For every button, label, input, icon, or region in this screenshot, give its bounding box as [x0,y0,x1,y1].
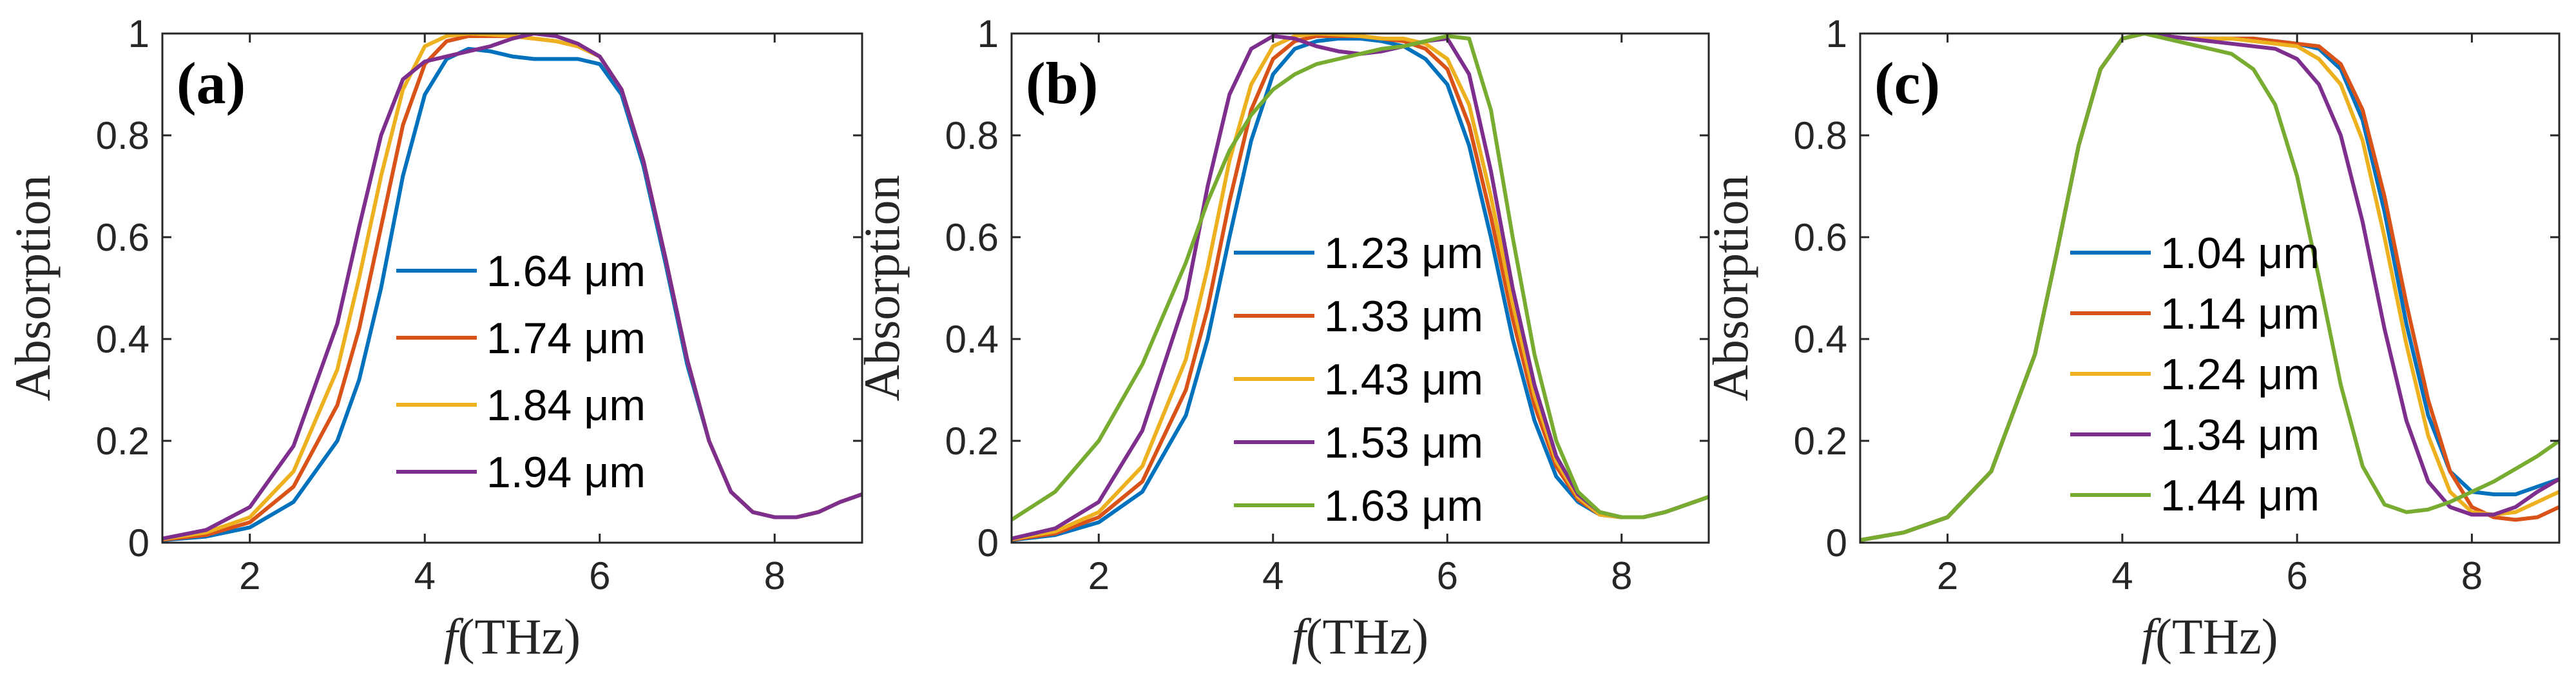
x-tick-label: 8 [1611,554,1632,597]
axis-box [1859,32,2561,544]
series-group [162,34,862,542]
legend-entry-3: 1.34 μm [2160,411,2320,460]
x-tick-label: 8 [764,554,785,597]
legend-entry-3: 1.94 μm [486,448,646,497]
x-axis-label: f(THz) [2141,608,2278,664]
y-tick-label: 0.4 [96,318,149,361]
panel-label: (b) [1026,50,1098,116]
y-tick-label: 1 [977,12,999,55]
y-tick-label: 0.6 [96,216,149,259]
legend-entry-2: 1.43 μm [1324,355,1483,404]
y-axis-label: Absorption [854,175,910,402]
legend-entry-0: 1.04 μm [2160,229,2320,278]
y-tick-label: 0 [1826,521,1847,565]
legend-entry-1: 1.14 μm [2160,289,2320,338]
y-tick-label: 0.8 [945,114,999,157]
legend-entry-2: 1.84 μm [486,381,646,430]
x-axis-label: f(THz) [444,608,581,664]
panel-b: 2 4 6 8 0 0.2 0.4 0.6 0.8 1 Absorption f(THz) (b) 1.2… [854,12,1710,664]
x-tick-label: 6 [1437,554,1458,597]
y-tick-label: 0.2 [96,420,149,463]
x-axis-label-unit: (THz) [1306,608,1429,664]
legend-entry-0: 1.64 μm [486,247,646,296]
legend-entry-0: 1.23 μm [1324,229,1483,278]
series-line-3 [1860,34,2559,542]
y-tick-label: 0.8 [1794,114,1847,157]
x-tick-label: 6 [2286,554,2307,597]
y-axis-label: Absorption [1702,175,1758,402]
y-tick-label: 0.6 [945,216,999,259]
axis-box [1010,32,1710,544]
y-tick-label: 0.4 [1794,318,1847,361]
x-tick-label: 2 [239,554,260,597]
series-line-4 [1860,34,2559,542]
y-tick-label: 0.2 [945,420,999,463]
legend-entry-1: 1.33 μm [1324,292,1483,341]
y-tick-label: 0 [128,521,149,565]
x-axis-label-unit: (THz) [2155,608,2278,664]
legend-entry-4: 1.63 μm [1324,481,1483,530]
legend-entry-4: 1.44 μm [2160,471,2320,520]
y-tick-label: 0.2 [1794,420,1847,463]
series-line-1 [1860,34,2559,542]
x-tick-label: 4 [1262,554,1283,597]
x-tick-label: 8 [2461,554,2483,597]
x-axis-label: f(THz) [1292,608,1428,664]
y-tick-label: 0 [977,521,999,565]
series-line-3 [162,34,862,541]
series-line-2 [1860,34,2559,542]
legend-entry-3: 1.53 μm [1324,418,1483,467]
y-axis-label: Absorption [5,175,61,402]
x-tick-label: 6 [589,554,610,597]
y-tick-label: 1 [128,12,149,55]
y-tick-label: 0.8 [96,114,149,157]
series-group [1860,34,2559,542]
axis-box [161,32,863,544]
panel-label: (c) [1874,50,1940,116]
x-axis-label-unit: (THz) [458,608,581,664]
panel-c: 2 4 6 8 0 0.2 0.4 0.6 0.8 1 Absorption f(THz) (c) 1.0… [1702,12,2561,664]
series-line-0 [1860,34,2559,542]
x-tick-label: 2 [1937,554,1958,597]
y-tick-label: 1 [1826,12,1847,55]
panel-a: 2 4 6 8 0 0.2 0.4 0.6 0.8 1 Absorption f(THz) (a) 1.6… [5,12,863,664]
y-tick-label: 0.6 [1794,216,1847,259]
x-tick-label: 2 [1088,554,1110,597]
x-tick-label: 4 [2111,554,2133,597]
legend-entry-1: 1.74 μm [486,314,646,363]
y-tick-label: 0.4 [945,318,999,361]
series-group [1012,34,1709,542]
legend-entry-2: 1.24 μm [2160,350,2320,399]
x-tick-label: 4 [414,554,436,597]
series-line-4 [1012,34,1709,522]
panel-label: (a) [177,50,245,116]
